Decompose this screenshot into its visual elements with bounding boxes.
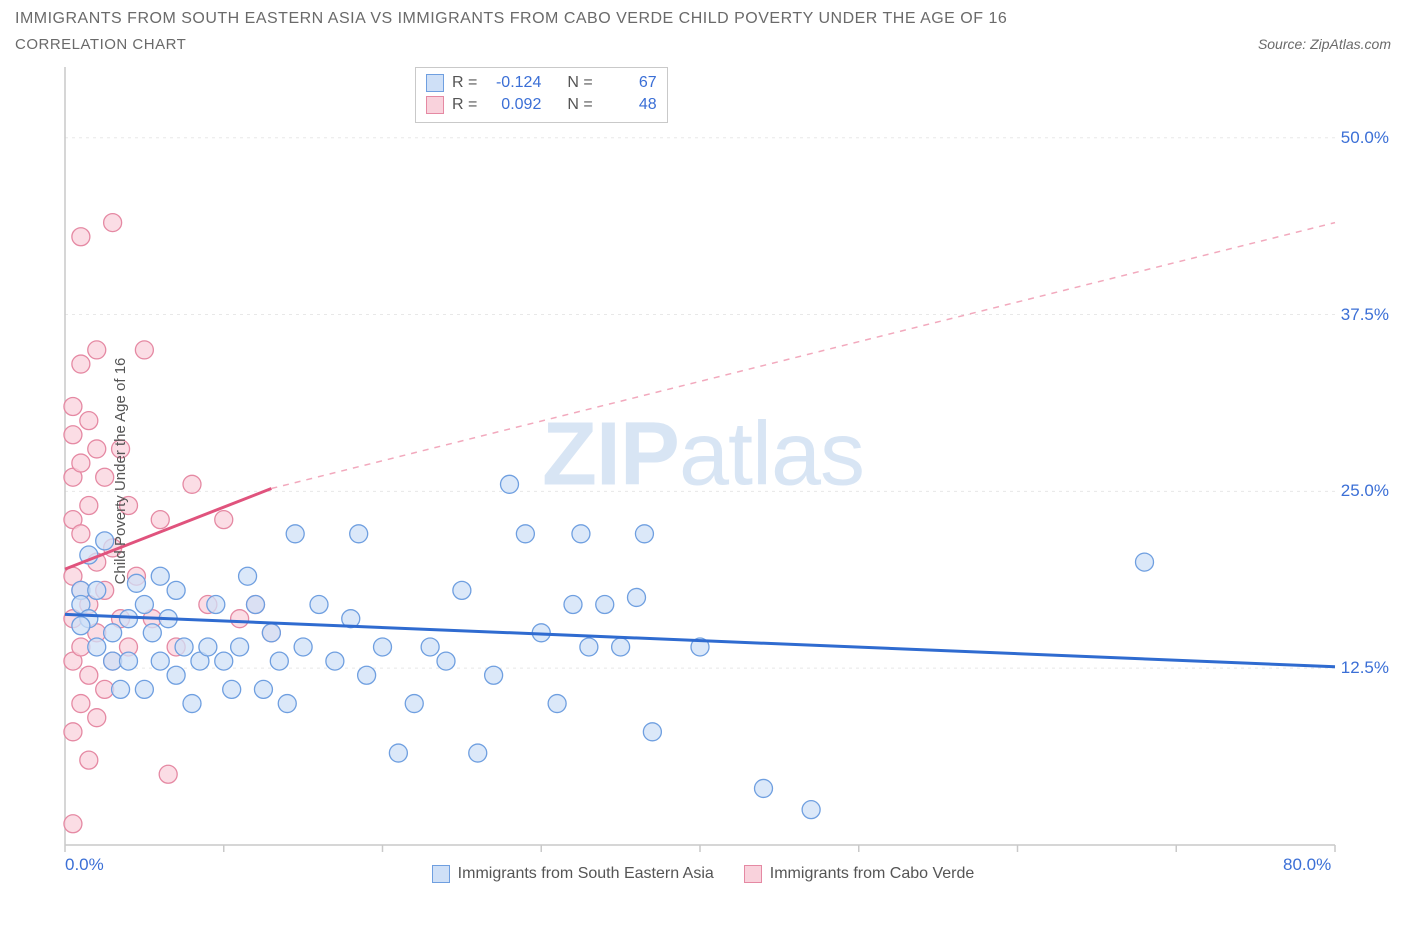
swatch-cabo-icon <box>744 865 762 883</box>
swatch-cabo <box>426 96 444 114</box>
chart-subtitle: CORRELATION CHART <box>15 36 186 53</box>
swatch-sea-icon <box>432 865 450 883</box>
chart-title: IMMIGRANTS FROM SOUTH EASTERN ASIA VS IM… <box>15 10 1391 28</box>
y-tick-label: 37.5% <box>1341 305 1389 325</box>
source-attribution: Source: ZipAtlas.com <box>1258 36 1391 52</box>
legend-item-sea: Immigrants from South Eastern Asia <box>432 865 714 883</box>
x-min-label: 0.0% <box>65 855 104 875</box>
y-tick-label: 50.0% <box>1341 128 1389 148</box>
stats-row-sea: R = -0.124 N = 67 <box>426 72 657 94</box>
legend-label-cabo: Immigrants from Cabo Verde <box>770 865 975 883</box>
y-tick-label: 12.5% <box>1341 658 1389 678</box>
y-tick-label: 25.0% <box>1341 481 1389 501</box>
y-axis-label: Child Poverty Under the Age of 16 <box>112 358 129 585</box>
legend-label-sea: Immigrants from South Eastern Asia <box>458 865 714 883</box>
chart-container: Child Poverty Under the Age of 16 ZIPatl… <box>15 61 1391 881</box>
stats-legend-box: R = -0.124 N = 67 R = 0.092 N = 48 <box>415 67 668 123</box>
scatter-chart <box>15 61 1391 881</box>
bottom-legend: Immigrants from South Eastern Asia Immig… <box>15 865 1391 883</box>
x-max-label: 80.0% <box>1283 855 1331 875</box>
swatch-sea <box>426 74 444 92</box>
stats-row-cabo: R = 0.092 N = 48 <box>426 94 657 116</box>
legend-item-cabo: Immigrants from Cabo Verde <box>744 865 975 883</box>
